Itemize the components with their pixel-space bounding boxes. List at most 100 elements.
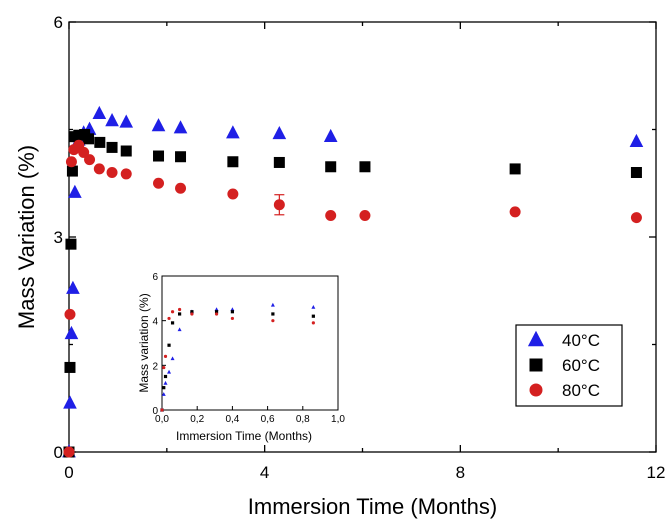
inset-data-point (163, 380, 168, 385)
inset-data-point (163, 354, 168, 358)
inset-frame (161, 275, 339, 411)
data-point (272, 125, 287, 140)
data-point (630, 167, 642, 178)
inset-data-point (161, 392, 166, 396)
x-tick-label: 8 (456, 463, 465, 482)
inset-data-point (271, 312, 275, 316)
data-point (83, 133, 95, 145)
legend-label: 80°C (562, 381, 600, 400)
legend-marker (529, 383, 543, 397)
data-point (509, 163, 521, 175)
data-point (227, 156, 239, 168)
inset-data-point (167, 343, 171, 347)
inset-data-point (230, 310, 234, 314)
inset-data-point (270, 302, 275, 307)
data-point (359, 210, 371, 221)
inset-y-axis-title: Mass variation (%) (137, 293, 151, 392)
y-tick-label: 6 (54, 13, 63, 32)
data-point (325, 161, 337, 173)
legend-label: 60°C (562, 356, 600, 375)
data-point (94, 136, 106, 148)
data-point (175, 182, 187, 194)
data-point (509, 206, 521, 218)
data-point (153, 177, 165, 189)
inset-data-point (214, 310, 219, 314)
data-point (120, 168, 132, 180)
y-tick-label: 3 (54, 228, 63, 247)
data-point (273, 156, 285, 168)
inset-plot: 0,0 0,2 0,4 0,6 0,8 1,0 0 2 4 6 Immersion Time (Mo… (137, 272, 345, 443)
inset-y-tick-label: 4 (152, 317, 158, 328)
inset-data-point (190, 312, 194, 316)
data-point (227, 188, 239, 200)
inset-data-point (162, 365, 166, 370)
inset-data-point (177, 327, 182, 332)
inset-series-circle (160, 307, 315, 412)
data-point (325, 210, 337, 221)
data-point (359, 161, 371, 173)
inset-data-point (271, 319, 275, 323)
x-tick-label: 12 (647, 463, 666, 482)
inset-data-point (178, 307, 182, 312)
inset-data-point (167, 316, 171, 321)
data-point (65, 238, 77, 250)
inset-data-point (170, 356, 175, 361)
data-point (273, 199, 285, 211)
data-point (106, 167, 118, 178)
inset-data-point (311, 314, 315, 318)
inset-data-point (162, 386, 166, 390)
data-point (92, 105, 107, 120)
inset-x-tick-label: 0,8 (296, 414, 310, 425)
legend: 40°C 60°C 80°C (515, 324, 623, 407)
inset-x-tick-label: 0,2 (190, 414, 204, 425)
data-point (64, 308, 76, 320)
data-point (84, 154, 96, 166)
inset-data-point (311, 304, 316, 309)
inset-data-point (230, 307, 235, 312)
y-tick-label: 0 (54, 443, 63, 462)
inset-data-point (167, 369, 172, 374)
data-point (226, 125, 240, 139)
data-point (65, 156, 77, 168)
series-square (63, 129, 642, 458)
data-point (630, 212, 642, 224)
data-point (68, 184, 82, 198)
inset-data-point (163, 374, 168, 379)
x-tick-label: 0 (64, 463, 73, 482)
legend-marker (527, 330, 545, 347)
data-point (153, 150, 165, 162)
inset-data-point (214, 312, 219, 316)
data-point (151, 118, 166, 132)
data-point (119, 114, 134, 128)
data-point (93, 163, 105, 175)
legend-label: 40°C (562, 331, 600, 350)
inset-data-point (190, 310, 194, 314)
inset-data-point (214, 307, 219, 312)
inset-y-tick-label: 0 (152, 406, 158, 417)
inset-x-tick-label: 0,0 (155, 414, 169, 425)
data-point (73, 129, 85, 141)
data-point (120, 145, 132, 157)
inset-y-tick-label: 6 (152, 272, 158, 283)
data-point (66, 165, 78, 177)
inset-data-point (230, 316, 234, 321)
main-plot: 0 4 8 12 0 3 6 Immersion Time (Months) Mass Vari… (14, 13, 665, 519)
data-point (106, 141, 118, 153)
inset-x-tick-label: 0,6 (261, 414, 275, 425)
y-axis-title: Mass Variation (%) (14, 145, 39, 329)
inset-y-tick-label: 2 (152, 361, 158, 372)
data-point (105, 113, 119, 127)
inset-data-point (178, 312, 182, 316)
data-point (323, 128, 338, 142)
series-circle (63, 139, 642, 458)
data-point (63, 446, 75, 458)
data-point (66, 280, 80, 294)
legend-marker (529, 358, 543, 372)
data-point (629, 133, 644, 147)
data-point (63, 395, 77, 409)
data-point (175, 151, 187, 163)
inset-x-axis-title: Immersion Time (Months) (176, 429, 312, 443)
inset-data-point (160, 408, 164, 412)
inset-data-point (311, 321, 315, 325)
